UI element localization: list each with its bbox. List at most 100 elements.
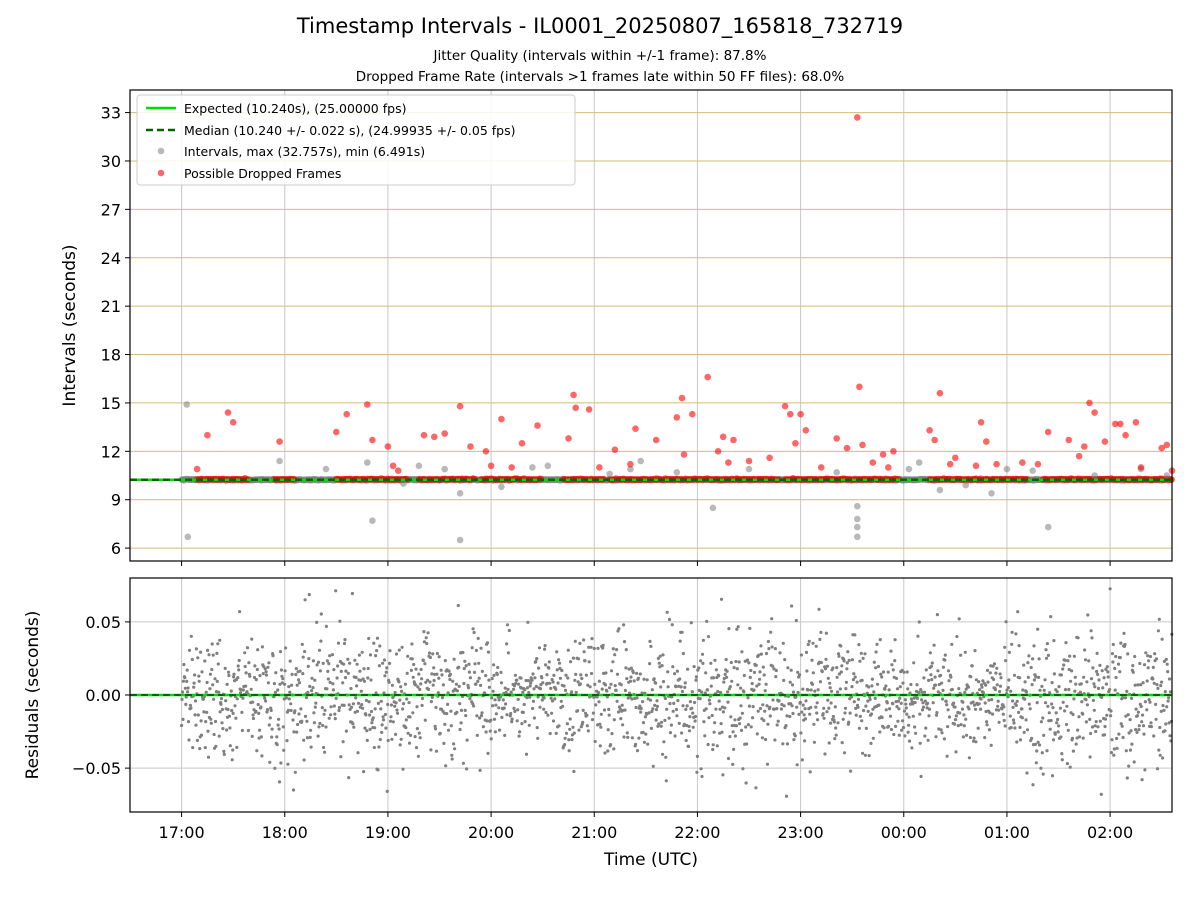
residual-point [314, 701, 318, 705]
dropped-frame-point [611, 446, 619, 454]
residual-point [1066, 728, 1070, 732]
residual-point [511, 687, 516, 691]
dropped-frame-point [993, 460, 1000, 468]
residual-point [661, 680, 666, 684]
residual-point [1018, 738, 1023, 742]
residual-point [811, 641, 815, 645]
residual-point [279, 668, 283, 672]
residual-point [337, 708, 341, 713]
residual-point [836, 721, 840, 725]
residual-point [622, 735, 626, 739]
residual-point [1131, 670, 1135, 674]
residual-point [361, 706, 365, 710]
residual-point [647, 711, 651, 715]
residual-point [488, 729, 492, 733]
residual-point [324, 725, 328, 729]
residual-point [356, 751, 360, 755]
residual-point [986, 680, 990, 684]
residual-point [1029, 665, 1033, 670]
residual-point [885, 701, 889, 705]
residual-point [434, 705, 438, 710]
residual-point [280, 681, 284, 685]
residual-point [272, 682, 276, 686]
residual-point [240, 728, 244, 733]
residual-point [217, 734, 221, 738]
residual-point [1119, 722, 1123, 726]
residual-point [250, 637, 254, 641]
residual-point [321, 661, 325, 666]
residual-point [228, 744, 232, 748]
residual-point [1005, 688, 1009, 692]
residual-point [825, 664, 830, 668]
residual-point [1023, 680, 1027, 684]
residual-point [236, 676, 240, 680]
residual-point [889, 649, 893, 653]
residual-point [635, 696, 639, 700]
residual-point [1089, 629, 1093, 633]
interval-point [854, 502, 861, 510]
residual-point [706, 742, 710, 747]
residual-point [831, 666, 835, 670]
residual-point [695, 770, 699, 774]
residual-point [261, 672, 265, 676]
dropped-frame-point [431, 433, 438, 441]
residual-point [349, 686, 353, 691]
dropped-frame-point [570, 391, 577, 399]
residual-point [466, 686, 471, 690]
residual-point [181, 717, 185, 722]
residual-point [762, 718, 766, 723]
residual-point [536, 736, 540, 741]
residual-point [313, 678, 317, 682]
dropped-frame-point [343, 410, 351, 418]
residual-point [1138, 661, 1142, 666]
residual-point [622, 640, 627, 644]
residual-point [1030, 683, 1034, 687]
residual-point [926, 701, 930, 705]
residual-point [479, 683, 483, 688]
residual-point [456, 603, 460, 608]
residual-point [644, 732, 648, 736]
residual-point [515, 719, 519, 723]
residual-point [713, 721, 717, 725]
residual-point [775, 707, 779, 711]
residual-point [315, 663, 319, 667]
residual-point [995, 683, 999, 687]
residual-point [867, 685, 871, 689]
residual-point [979, 697, 983, 701]
dropped-frame-point [792, 440, 799, 447]
residual-point [506, 687, 510, 692]
residual-point [1063, 658, 1067, 662]
residual-point [450, 757, 454, 761]
residual-point [1108, 688, 1112, 692]
residual-point [278, 650, 283, 654]
residual-point [800, 758, 804, 762]
residual-point [1037, 743, 1042, 747]
residual-point [759, 644, 763, 648]
residual-point [232, 672, 236, 676]
residual-point [875, 682, 880, 686]
residual-point [1084, 720, 1088, 724]
residual-point [554, 731, 558, 736]
residual-point [440, 673, 444, 677]
residual-point [440, 696, 445, 700]
residual-point [1077, 735, 1082, 739]
residual-point [324, 624, 328, 629]
residual-point [291, 718, 295, 722]
dropped-frame-point [972, 462, 980, 470]
residual-point [538, 705, 542, 709]
dropped-frame-point [725, 459, 732, 466]
residual-point [298, 669, 302, 673]
residual-point [1018, 676, 1022, 680]
residual-point [660, 720, 664, 724]
residual-point [881, 670, 886, 674]
residuals-y-axis-label: Residuals (seconds) [23, 611, 43, 780]
dropped-frame-point [652, 436, 660, 444]
residual-point [281, 725, 285, 729]
residual-point [987, 728, 992, 732]
residual-point [977, 680, 981, 684]
residual-point [886, 670, 890, 674]
residual-point [781, 742, 785, 746]
residual-point [1020, 716, 1024, 720]
residual-point [694, 678, 698, 682]
residual-point [854, 713, 858, 717]
